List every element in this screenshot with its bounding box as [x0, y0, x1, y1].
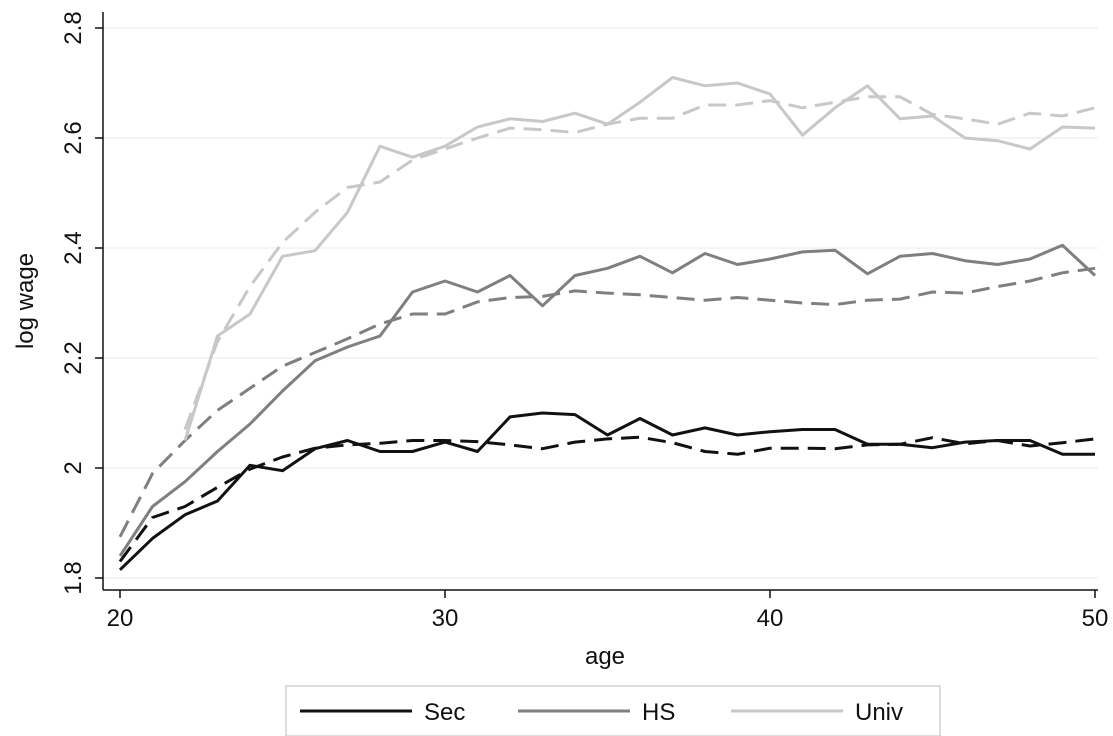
- legend-label: HS: [642, 699, 675, 726]
- x-axis-title: age: [585, 643, 625, 670]
- y-axis-title: log wage: [12, 253, 39, 349]
- series-line-2-solid: [118, 243, 1097, 557]
- series-line-4-solid: [183, 76, 1096, 441]
- series-line-5-dashed: [183, 95, 1096, 431]
- legend: Sec HS Univ: [285, 685, 941, 736]
- legend-label: Sec: [424, 699, 465, 726]
- y-tick-label: 2.6: [60, 121, 87, 154]
- x-tick-label: 30: [432, 605, 459, 632]
- y-tick-label: 2.8: [60, 11, 87, 44]
- y-tick-label: 2.2: [60, 341, 87, 374]
- series-line-3-dashed: [118, 266, 1096, 538]
- legend-label: Univ: [855, 699, 903, 726]
- axes: [102, 12, 1098, 591]
- series-line-0-solid: [118, 411, 1095, 571]
- series-lines: [118, 76, 1097, 571]
- y-axis-ticks: 1.8 2 2.2 2.4 2.6 2.8: [60, 11, 103, 595]
- y-tick-label: 1.8: [60, 561, 87, 594]
- x-tick-label: 50: [1082, 605, 1109, 632]
- x-tick-label: 20: [107, 605, 134, 632]
- x-tick-label: 40: [757, 605, 784, 632]
- x-axis-ticks: 20 30 40 50: [107, 590, 1109, 632]
- y-tick-label: 2: [60, 461, 87, 474]
- y-tick-label: 2.4: [60, 231, 87, 264]
- series-line-1-dashed: [118, 435, 1096, 563]
